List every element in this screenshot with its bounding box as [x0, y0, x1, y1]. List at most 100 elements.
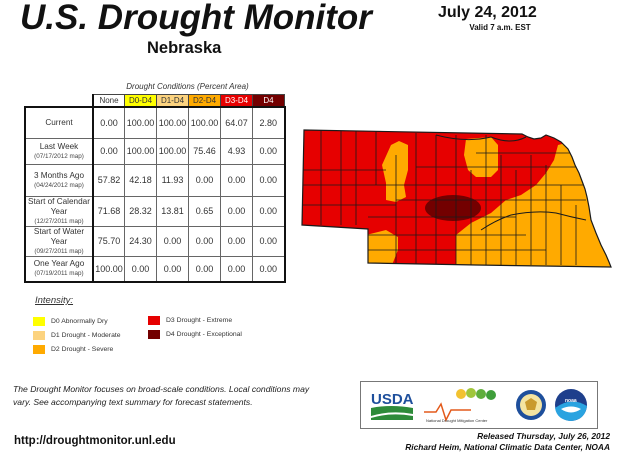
noaa-logo-icon: noaa	[555, 389, 587, 421]
table-row: 3 Months Ago (04/24/2012 map) 57.82 42.18 11…	[24, 163, 286, 197]
table-cell: 0.00	[188, 255, 221, 283]
d4-region	[425, 195, 481, 221]
table-cell: 0.00	[92, 106, 125, 139]
table-row: Current 0.00 100.00 100.00 100.00 64.07 2.80	[24, 106, 286, 139]
table-cell: 0.00	[188, 225, 221, 257]
table-row: Last Week (07/17/2012 map) 0.00 100.00 100.0…	[24, 137, 286, 165]
disclaimer-note: The Drought Monitor focuses on broad-sca…	[13, 384, 310, 407]
table-cell: 75.70	[92, 225, 125, 257]
table-cell: 71.68	[92, 195, 125, 227]
table-cell: 0.00	[252, 195, 286, 227]
table-cell: 4.93	[220, 137, 253, 165]
legend-label-d0: D0 Abnormally Dry	[51, 318, 108, 325]
legend-label-d1: D1 Drought - Moderate	[51, 332, 121, 339]
col-header-d4: D4	[252, 94, 285, 108]
svg-text:noaa: noaa	[565, 398, 577, 404]
row-label-date: (04/24/2012 map)	[34, 181, 84, 189]
legend-item-d3: D3 Drought - Extreme	[148, 316, 232, 325]
table-cell: 0.00	[220, 195, 253, 227]
table-cell: 100.00	[188, 106, 221, 139]
map-date: July 24, 2012	[438, 4, 537, 21]
col-header-d2-d4: D2-D4	[188, 94, 221, 108]
table-cell: 0.00	[188, 163, 221, 197]
col-header-d0-d4: D0-D4	[124, 94, 157, 108]
table-cell: 57.82	[92, 163, 125, 197]
d2-north-central-region	[382, 141, 408, 202]
table-cell: 24.30	[124, 225, 157, 257]
partner-logos-box: USDA National Drought Mitigation Center …	[360, 381, 598, 429]
table-corner	[25, 94, 94, 107]
row-label-date: (09/27/2011 map)	[34, 247, 84, 255]
nebraska-drought-map	[301, 129, 612, 268]
table-cell: 75.46	[188, 137, 221, 165]
table-cell: 100.00	[156, 137, 189, 165]
d2-east-region	[446, 143, 611, 267]
drought-conditions-table: None D0-D4 D1-D4 D2-D4 D3-D4 D4 Current 0…	[24, 94, 286, 283]
table-row: One Year Ago (07/19/2011 map) 100.00 0.00 0.…	[24, 255, 286, 283]
row-label-text: 3 Months Ago	[33, 170, 85, 180]
valid-time: Valid 7 a.m. EST	[469, 23, 531, 32]
legend-swatch-d1	[33, 331, 45, 340]
table-cell: 2.80	[252, 106, 286, 139]
table-cell: 0.00	[252, 255, 286, 283]
row-label: Last Week (07/17/2012 map)	[24, 137, 94, 165]
row-label-text: Start of Calendar Year	[28, 196, 90, 216]
legend-item-d4: D4 Drought - Exceptional	[148, 330, 242, 339]
legend-item-d0: D0 Abnormally Dry	[33, 317, 108, 326]
row-label-text: One Year Ago	[33, 259, 85, 269]
table-cell: 42.18	[124, 163, 157, 197]
table-cell: 28.32	[124, 195, 157, 227]
legend-swatch-d4	[148, 330, 160, 339]
row-label: One Year Ago (07/19/2011 map)	[24, 255, 94, 283]
table-cell: 0.65	[188, 195, 221, 227]
author-credit: Richard Heim, National Climatic Data Cen…	[405, 442, 610, 452]
table-cell: 0.00	[220, 225, 253, 257]
table-cell: 64.07	[220, 106, 253, 139]
row-label: Current	[24, 106, 94, 139]
row-label-date: (07/17/2012 map)	[34, 152, 84, 160]
table-cell: 0.00	[156, 225, 189, 257]
table-cell: 11.93	[156, 163, 189, 197]
row-label: 3 Months Ago (04/24/2012 map)	[24, 163, 94, 197]
legend-title: Intensity:	[35, 295, 74, 306]
legend-label-d2: D2 Drought - Severe	[51, 346, 114, 353]
table-cell: 0.00	[220, 163, 253, 197]
county-lines	[302, 130, 587, 265]
website-link[interactable]: http://droughtmonitor.unl.edu	[14, 435, 176, 447]
table-cell: 100.00	[92, 255, 125, 283]
usda-logo-icon: USDA	[371, 391, 414, 420]
table-cell: 100.00	[156, 106, 189, 139]
legend-swatch-d0	[33, 317, 45, 326]
released-date: Released Thursday, July 26, 2012	[477, 431, 610, 441]
row-label-text: Current	[45, 117, 73, 127]
table-header-row: None D0-D4 D1-D4 D2-D4 D3-D4 D4	[25, 94, 285, 108]
table-cell: 0.00	[252, 225, 286, 257]
ndmc-logo-icon: National Drought Mitigation Center	[424, 388, 496, 423]
col-header-none: None	[92, 94, 125, 108]
table-cell: 100.00	[124, 137, 157, 165]
col-header-d1-d4: D1-D4	[156, 94, 189, 108]
svg-text:USDA: USDA	[371, 391, 414, 408]
state-outline	[301, 129, 612, 268]
row-label-date: (12/27/2011 map)	[34, 217, 84, 225]
row-label-text: Last Week	[39, 141, 79, 151]
table-cell: 0.00	[92, 137, 125, 165]
table-cell: 0.00	[124, 255, 157, 283]
state-name: Nebraska	[147, 39, 222, 57]
page-title: U.S. Drought Monitor	[20, 0, 372, 37]
table-row: Start of Calendar Year (12/27/2011 map) 71…	[24, 195, 286, 227]
col-header-d3-d4: D3-D4	[220, 94, 253, 108]
legend-item-d1: D1 Drought - Moderate	[33, 331, 121, 340]
table-cell: 100.00	[124, 106, 157, 139]
table-cell: 0.00	[220, 255, 253, 283]
table-cell: 0.00	[156, 255, 189, 283]
row-label: Start of Calendar Year (12/27/2011 map)	[24, 195, 94, 227]
table-cell: 13.81	[156, 195, 189, 227]
table-cell: 0.00	[252, 163, 286, 197]
row-label: Start of Water Year (09/27/2011 map)	[24, 225, 94, 257]
legend-swatch-d3	[148, 316, 160, 325]
legend-item-d2: D2 Drought - Severe	[33, 345, 113, 354]
row-label-date: (07/19/2011 map)	[34, 270, 84, 278]
table-caption: Drought Conditions (Percent Area)	[126, 82, 249, 91]
legend-label-d3: D3 Drought - Extreme	[166, 317, 233, 324]
